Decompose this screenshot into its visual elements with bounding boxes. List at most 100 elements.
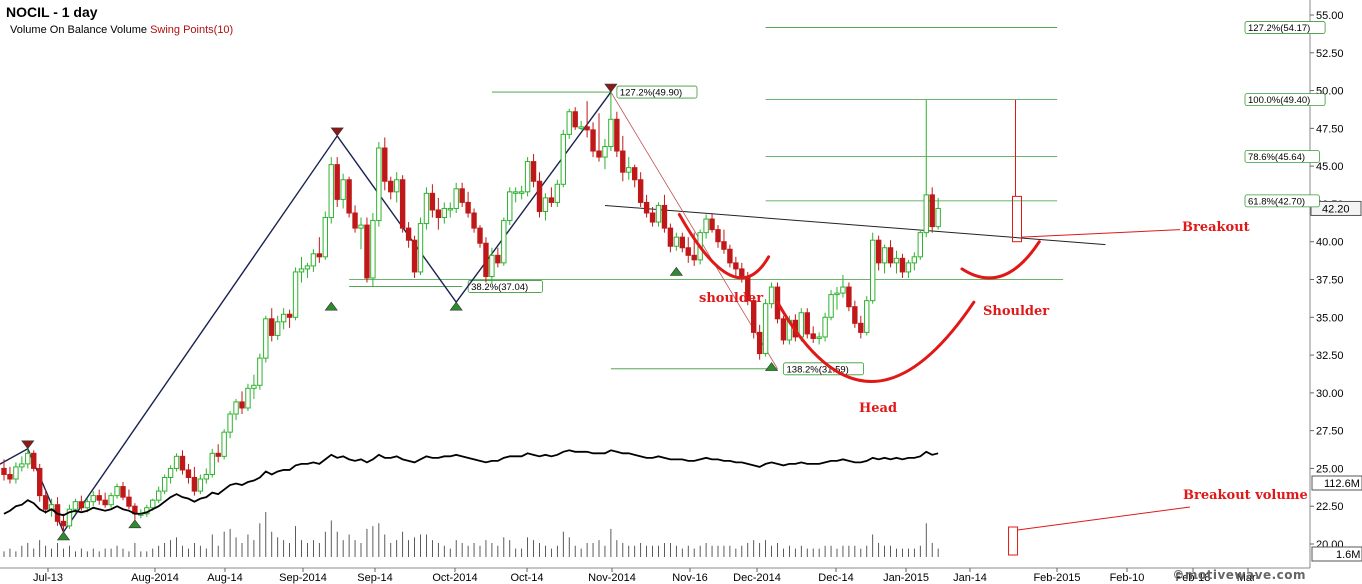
candle-body — [602, 145, 608, 158]
swing-high-marker — [21, 440, 35, 450]
candle-body — [72, 501, 79, 510]
candle-body — [768, 286, 775, 305]
y-tick-label: 40.00 — [1316, 237, 1344, 249]
candle — [923, 99, 929, 238]
candle-body — [25, 452, 31, 465]
candle-body — [245, 387, 251, 409]
candle — [637, 172, 644, 207]
candle — [251, 374, 257, 399]
candle — [245, 383, 251, 411]
breakout-annotation: Breakout — [1182, 220, 1250, 235]
candle-body — [269, 318, 275, 336]
candle — [489, 247, 495, 285]
candle — [358, 217, 364, 250]
candle — [275, 315, 281, 340]
candle-body — [477, 227, 483, 244]
candle — [846, 282, 852, 312]
candle-body — [358, 224, 364, 229]
candle-body — [679, 236, 685, 249]
candle-body — [542, 197, 549, 212]
current-price-label: 42.20 — [1322, 203, 1350, 215]
candle — [864, 296, 870, 336]
candle-body — [798, 312, 804, 338]
candle-body — [751, 300, 757, 333]
candle-body — [756, 331, 763, 355]
fib-label-box — [1244, 150, 1320, 163]
candle-body — [810, 333, 816, 339]
candle-body — [382, 147, 388, 182]
candle-body — [90, 495, 96, 503]
obv-line — [3, 449, 939, 517]
candle — [495, 247, 501, 268]
candle — [828, 290, 834, 321]
candle — [25, 448, 31, 469]
candle-body — [334, 164, 340, 200]
right-shoulder-curve — [960, 240, 1041, 280]
candle-body — [340, 179, 346, 200]
y-tick-label: 37.50 — [1316, 275, 1344, 287]
candle-body — [923, 194, 929, 234]
candle — [661, 194, 668, 233]
candle-body — [501, 220, 507, 264]
candle — [197, 474, 204, 495]
candle — [209, 448, 215, 478]
fib-level-label: 61.8%(42.70) — [1248, 196, 1305, 207]
fibonacci-levels: 127.2%(54.17) 100.0%(49.40) 78.6%(45.64) 61… — [349, 21, 1326, 375]
candle — [530, 154, 537, 188]
breakout-volume-connector — [1017, 506, 1191, 531]
candle — [411, 235, 418, 278]
candle-body — [762, 303, 769, 355]
candle — [709, 212, 715, 233]
candle-body — [536, 180, 543, 212]
y-tick-label: 22.50 — [1316, 501, 1344, 513]
candle — [120, 482, 126, 501]
candle — [780, 315, 787, 345]
candle — [935, 197, 941, 230]
candle — [917, 229, 923, 260]
candle-body — [881, 247, 888, 264]
candle — [156, 486, 162, 504]
candle-body — [816, 336, 822, 339]
swing-zigzag-line — [0, 91, 612, 534]
candle-body — [156, 490, 162, 501]
candle-body — [566, 111, 572, 135]
candle — [477, 225, 483, 248]
candle — [584, 101, 590, 138]
candle — [870, 232, 876, 304]
candle — [459, 182, 465, 207]
candle-body — [649, 212, 656, 223]
candle — [768, 282, 775, 309]
candle — [167, 465, 174, 484]
candle-body — [703, 218, 709, 234]
candle-body — [887, 247, 894, 264]
indicator-volume-label: Volume — [10, 24, 47, 36]
candle-body — [673, 236, 680, 247]
candle — [804, 308, 810, 339]
candle — [840, 274, 846, 298]
candle-body — [893, 257, 900, 264]
candle — [608, 92, 614, 152]
candle-body — [518, 191, 525, 194]
candle — [632, 164, 638, 188]
candle-body — [364, 224, 370, 279]
pattern-annotations: Breakout shoulder Shoulder Head Breakout vol… — [677, 99, 1308, 556]
candle-body — [495, 254, 501, 264]
candle-body — [310, 253, 317, 267]
candle — [733, 256, 739, 277]
candle-body — [108, 495, 114, 506]
candle — [31, 450, 37, 472]
fib-level-label: 78.6%(45.64) — [1248, 152, 1305, 163]
candle-body — [435, 209, 442, 219]
fib-level-label: 127.2%(54.17) — [1248, 23, 1310, 34]
candle — [685, 237, 691, 263]
candle-body — [42, 495, 49, 510]
volume-value-box — [1311, 546, 1362, 562]
candle-body — [905, 262, 912, 273]
candle-body — [429, 192, 436, 211]
candle-body — [858, 322, 864, 333]
candle — [911, 252, 918, 271]
candle — [887, 240, 894, 268]
candle — [560, 129, 566, 188]
